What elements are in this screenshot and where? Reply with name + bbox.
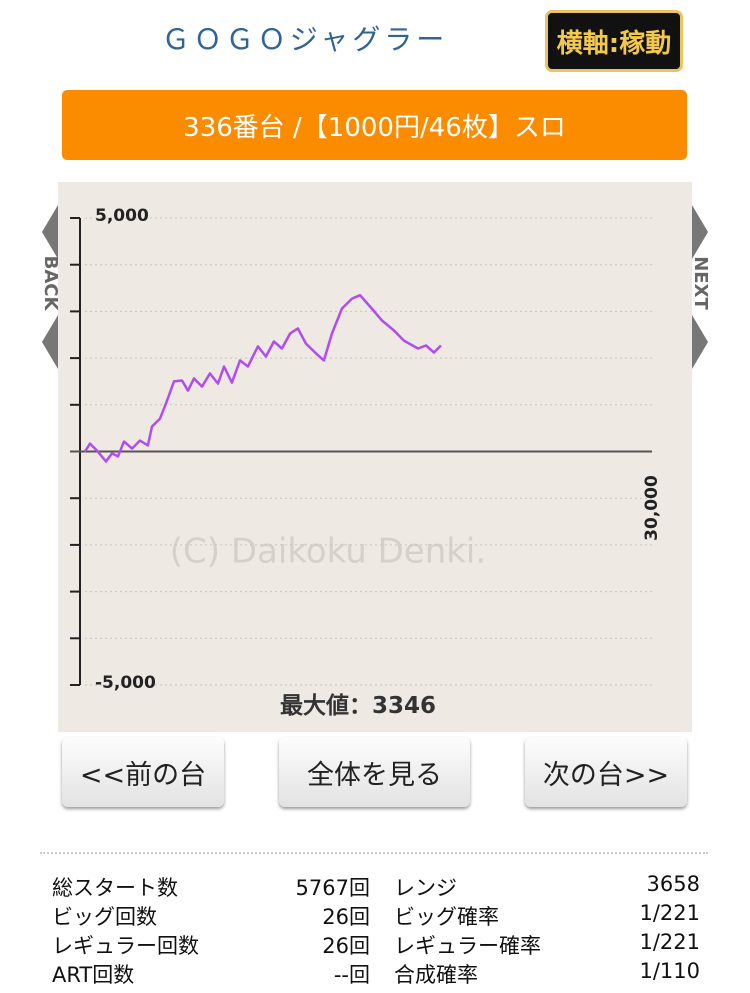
overview-button[interactable]: 全体を見る xyxy=(279,737,470,807)
stats-cell: 1/221 xyxy=(639,930,700,954)
next-label[interactable]: NEXT xyxy=(690,256,711,310)
x-tick-label: 30,000 xyxy=(642,475,662,541)
chart: BACK NEXT (C) Daikoku Denki. 5,000 -5,000… xyxy=(40,182,711,732)
stats-cell: 1/221 xyxy=(639,901,700,925)
next-arrow[interactable] xyxy=(692,315,708,369)
stats-cell: 3658 xyxy=(646,872,700,896)
y-tick-label: 5,000 xyxy=(95,206,149,226)
stats-row: ART回数 --回 合成確率 1/110 xyxy=(52,959,700,988)
stats-cell: --回 xyxy=(333,963,370,987)
stats-cell: 5767回 xyxy=(295,876,370,900)
stats-cell: ART回数 xyxy=(52,963,135,987)
max-value: 3346 xyxy=(372,693,436,719)
stats-cell: レギュラー回数 xyxy=(52,934,199,958)
app-title: ＧＯＧＯジャグラー xyxy=(161,23,449,56)
max-value-text: 最大値：3346 xyxy=(280,693,436,719)
back-arrow[interactable] xyxy=(42,315,58,369)
stats-cell: 総スタート数 xyxy=(52,876,178,900)
stats-table: 総スタート数 5767回 レンジ 3658 ビッグ回数 26回 ビッグ確率 1/221 レギュラ… xyxy=(52,872,700,988)
back-label[interactable]: BACK xyxy=(40,256,61,312)
stats-row: ビッグ回数 26回 ビッグ確率 1/221 xyxy=(52,901,700,930)
next-button[interactable]: 次の台>> xyxy=(525,737,687,807)
separator xyxy=(40,852,708,854)
stats-cell: 合成確率 xyxy=(394,963,478,987)
stats-cell: ビッグ回数 xyxy=(52,905,157,929)
stats-cell: 26回 xyxy=(322,934,370,958)
back-arrow[interactable] xyxy=(42,205,58,259)
data-line xyxy=(83,293,442,463)
stats-cell: レギュラー確率 xyxy=(394,934,541,958)
stats-cell: ビッグ確率 xyxy=(394,905,499,929)
stats-cell: 1/110 xyxy=(639,959,700,983)
stats-cell: レンジ xyxy=(394,876,457,900)
axis-toggle-button[interactable]: 横軸:稼動 xyxy=(545,10,683,72)
max-label: 最大値： xyxy=(280,693,372,719)
machine-banner: 336番台 /【1000円/46枚】スロ xyxy=(62,90,687,160)
y-tick-label: -5,000 xyxy=(95,673,156,693)
stats-cell: 26回 xyxy=(322,905,370,929)
chart-background xyxy=(58,182,692,732)
stats-row: レギュラー回数 26回 レギュラー確率 1/221 xyxy=(52,930,700,959)
watermark: (C) Daikoku Denki. xyxy=(170,532,486,572)
next-arrow[interactable] xyxy=(692,205,708,259)
stats-row: 総スタート数 5767回 レンジ 3658 xyxy=(52,872,700,901)
prev-button[interactable]: <<前の台 xyxy=(62,737,224,807)
